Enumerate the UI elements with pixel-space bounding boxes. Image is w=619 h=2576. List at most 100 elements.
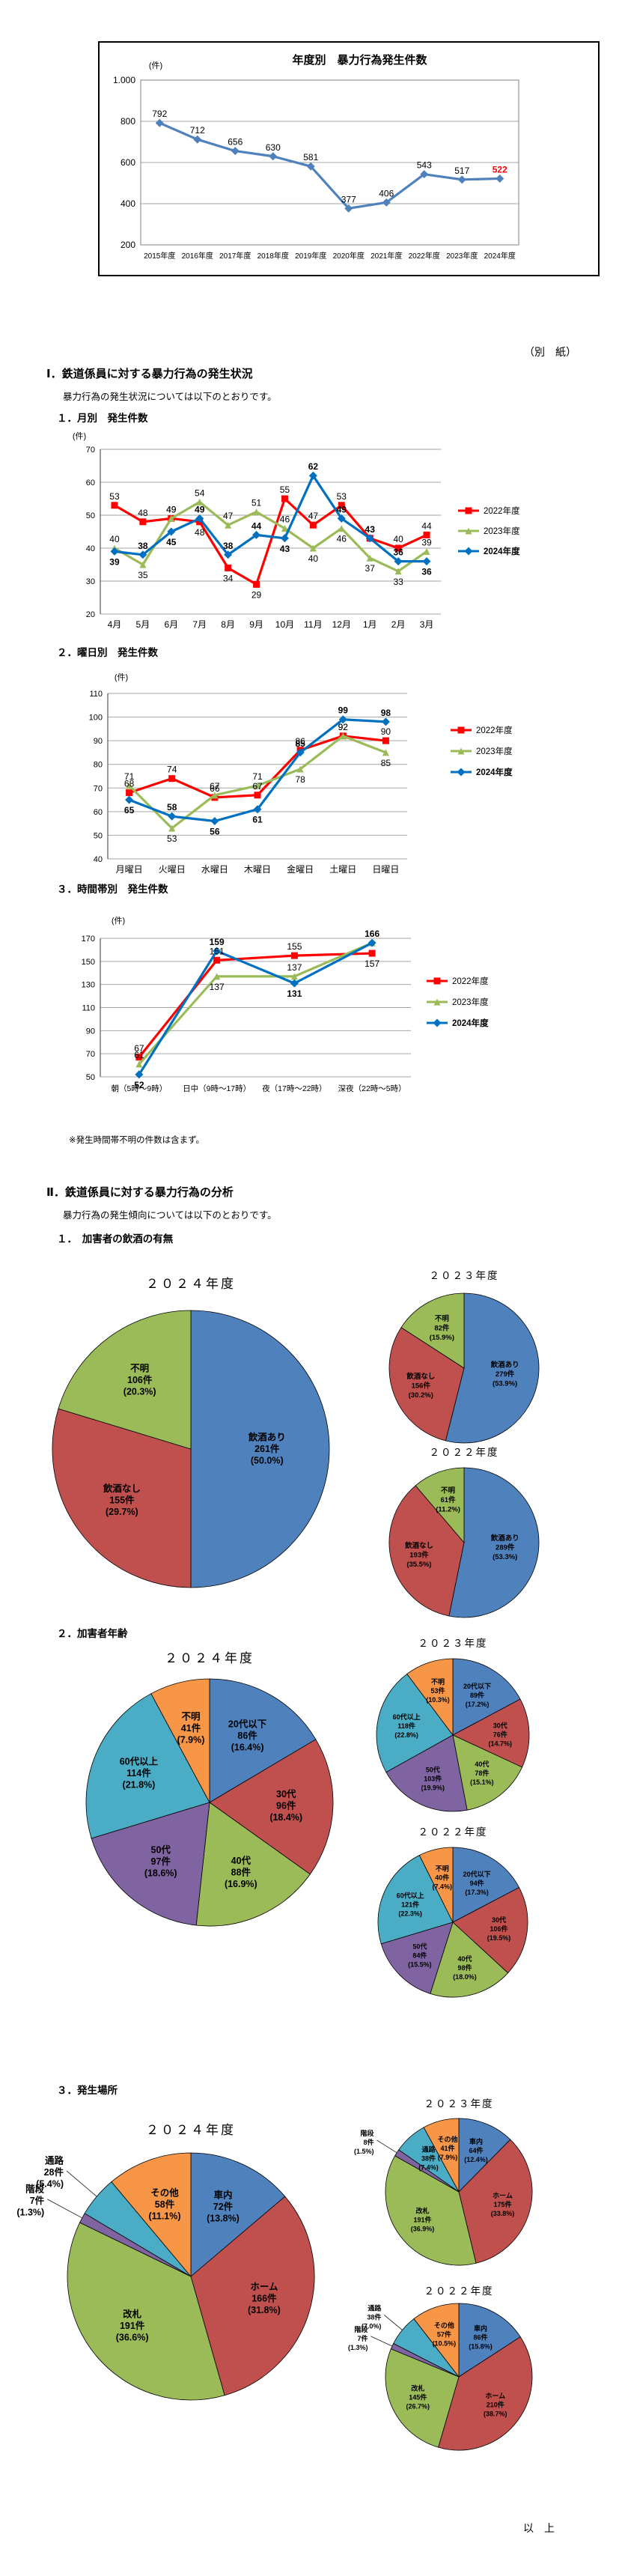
svg-text:階段: 階段: [354, 2325, 368, 2333]
svg-text:(36.9%): (36.9%): [411, 2226, 435, 2233]
svg-text:30代: 30代: [276, 1788, 296, 1799]
svg-text:8件: 8件: [364, 2138, 374, 2146]
svg-text:(件): (件): [115, 672, 128, 682]
svg-text:(29.7%): (29.7%): [106, 1507, 138, 1517]
svg-text:2月: 2月: [391, 619, 406, 630]
svg-text:(1.3%): (1.3%): [16, 2207, 44, 2217]
loc-2023-title: ２０２３年度: [424, 2098, 494, 2109]
svg-text:40: 40: [308, 553, 319, 564]
svg-text:48: 48: [195, 527, 205, 538]
svg-text:(18.6%): (18.6%): [144, 1868, 177, 1878]
svg-text:50: 50: [86, 511, 95, 520]
svg-text:90: 90: [86, 1027, 95, 1036]
age-2024-title: ２０２４年度: [165, 1651, 254, 1665]
svg-text:2022年度: 2022年度: [452, 976, 489, 986]
svg-text:46: 46: [337, 534, 347, 544]
svg-text:20代以下: 20代以下: [463, 1870, 491, 1878]
svg-text:118件: 118件: [397, 1722, 415, 1730]
svg-text:71: 71: [124, 771, 135, 782]
svg-text:(26.7%): (26.7%): [406, 2402, 430, 2410]
besshi-label: （別 紙）: [524, 346, 576, 358]
svg-text:(7.0%): (7.0%): [362, 2323, 382, 2330]
svg-text:2020年度: 2020年度: [333, 251, 365, 261]
svg-text:30代: 30代: [493, 1721, 507, 1729]
svg-text:60: 60: [86, 479, 95, 487]
svg-text:166件: 166件: [251, 2293, 277, 2304]
svg-text:170: 170: [82, 935, 95, 944]
age-2022-title: ２０２２年度: [418, 1826, 488, 1838]
svg-text:581: 581: [303, 152, 318, 162]
svg-text:94件: 94件: [470, 1879, 484, 1887]
svg-text:2021年度: 2021年度: [371, 251, 402, 261]
svg-text:2016年度: 2016年度: [182, 251, 213, 261]
svg-text:48: 48: [138, 508, 148, 518]
svg-text:90: 90: [381, 726, 391, 737]
svg-text:54: 54: [195, 487, 205, 498]
svg-text:98件: 98件: [457, 1963, 472, 1972]
svg-text:(31.8%): (31.8%): [248, 2305, 281, 2315]
svg-text:84件: 84件: [412, 1951, 427, 1960]
svg-text:(38.7%): (38.7%): [484, 2410, 507, 2417]
svg-text:400: 400: [121, 198, 135, 209]
svg-text:103件: 103件: [424, 1774, 442, 1782]
svg-text:67: 67: [252, 781, 263, 792]
svg-text:車内: 車内: [213, 2190, 232, 2201]
svg-text:木曜日: 木曜日: [244, 864, 271, 875]
svg-text:191件: 191件: [414, 2216, 432, 2224]
drink-2022-pie: 飲酒あり 289件 (53.3%) 飲酒なし 193件 (35.5%) 不明 61件 (11.2…: [358, 1436, 570, 1653]
svg-text:82件: 82件: [434, 1324, 450, 1333]
svg-text:(53.9%): (53.9%): [493, 1379, 517, 1388]
svg-text:88件: 88件: [231, 1866, 251, 1877]
svg-text:47: 47: [223, 511, 234, 521]
svg-text:155件: 155件: [109, 1494, 135, 1505]
monthly-line-chart: (件) 70 60 50 40 30 20 4月 5月 6月 7月 8月 9月 10月 11月 12月 1月 2月…: [54, 427, 612, 649]
svg-text:(19.5%): (19.5%): [487, 1934, 511, 1942]
svg-text:(50.0%): (50.0%): [251, 1456, 284, 1466]
time-line-chart: (件) 170 150 130 110 90 70 50 朝（5時～9時） 日中（9時～17時） 夜…: [54, 895, 612, 1123]
svg-text:39: 39: [421, 537, 432, 547]
svg-text:(16.4%): (16.4%): [231, 1743, 264, 1753]
svg-text:99: 99: [338, 705, 349, 716]
svg-text:114件: 114件: [126, 1767, 151, 1778]
svg-text:50代: 50代: [426, 1765, 440, 1773]
svg-text:89件: 89件: [470, 1691, 484, 1699]
svg-text:(53.3%): (53.3%): [493, 1553, 517, 1561]
svg-text:43: 43: [365, 524, 376, 535]
svg-text:(11.1%): (11.1%): [148, 2211, 180, 2221]
svg-text:(18.0%): (18.0%): [453, 1973, 477, 1981]
loc-2022-pie: 車内 86件 (15.8%) ホーム 210件 (38.7%) 改札 145件 (26.7%) 階…: [333, 2251, 585, 2506]
svg-text:飲酒あり: 飲酒あり: [490, 1534, 519, 1543]
svg-text:38件: 38件: [367, 2313, 381, 2321]
svg-text:20代以下: 20代以下: [463, 1682, 491, 1690]
svg-text:7件: 7件: [30, 2195, 45, 2206]
svg-text:2019年度: 2019年度: [295, 251, 326, 261]
svg-text:44: 44: [251, 520, 262, 531]
svg-text:7月: 7月: [192, 619, 207, 630]
svg-text:85: 85: [381, 758, 391, 768]
svg-text:106件: 106件: [490, 1925, 507, 1933]
svg-text:58件: 58件: [155, 2199, 175, 2210]
svg-text:56: 56: [210, 826, 220, 836]
svg-text:(7.4%): (7.4%): [433, 1883, 453, 1891]
svg-text:60: 60: [94, 808, 103, 817]
svg-text:656: 656: [228, 137, 243, 148]
svg-text:2017年度: 2017年度: [219, 251, 251, 261]
svg-text:(17.2%): (17.2%): [466, 1701, 490, 1708]
age-2023-pie: 20代以下 89件 (17.2%) 30代 76件 (14.7%) 40代 78件 (15.1%…: [330, 1612, 576, 1862]
svg-text:131: 131: [287, 988, 302, 999]
analysis3-heading: ３．発生場所: [57, 2085, 118, 2096]
svg-text:年度別 暴力行為発生件数: 年度別 暴力行為発生件数: [292, 53, 427, 67]
svg-text:62: 62: [308, 461, 319, 472]
svg-text:不明: 不明: [435, 1315, 450, 1323]
svg-text:49: 49: [337, 504, 347, 514]
svg-text:5月: 5月: [136, 619, 150, 630]
svg-text:水曜日: 水曜日: [201, 864, 228, 875]
svg-text:67: 67: [210, 781, 220, 792]
svg-text:その他: その他: [434, 2321, 454, 2330]
svg-text:2024年度: 2024年度: [484, 251, 516, 261]
svg-text:92: 92: [338, 722, 349, 732]
svg-text:289件: 289件: [495, 1543, 515, 1552]
svg-text:不明: 不明: [441, 1486, 456, 1495]
loc-2022-title: ２０２２年度: [424, 2285, 494, 2297]
svg-text:(7.9%): (7.9%): [438, 2154, 458, 2161]
